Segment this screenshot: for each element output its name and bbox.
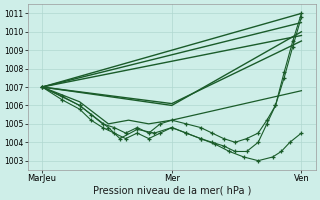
X-axis label: Pression niveau de la mer( hPa ): Pression niveau de la mer( hPa )	[92, 186, 251, 196]
